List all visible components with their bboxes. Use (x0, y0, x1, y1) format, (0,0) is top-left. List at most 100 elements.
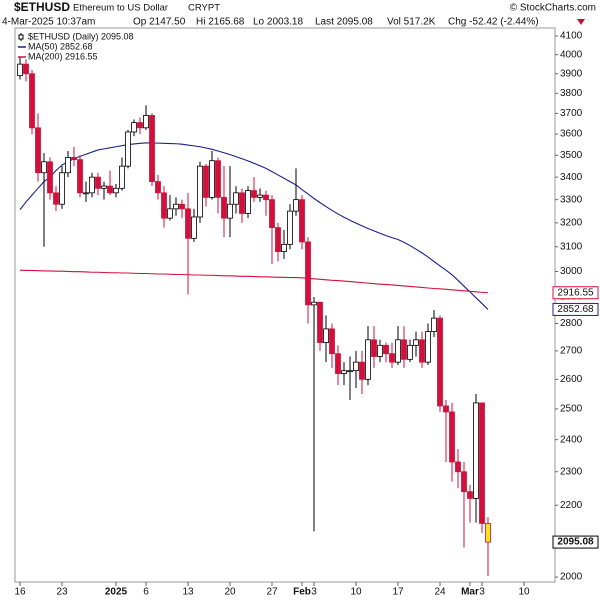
candle-body (479, 402, 485, 524)
y-tick-label: 2200 (560, 500, 583, 511)
y-tick-label: 3600 (560, 129, 583, 140)
y-tick-label: 3200 (560, 217, 583, 228)
candle-body (413, 339, 419, 346)
candle-body (41, 161, 47, 174)
candle-body (203, 165, 209, 198)
candle-body (461, 471, 467, 493)
legend-icon (18, 34, 24, 40)
candle-body (161, 192, 167, 219)
symbol: $ETHUSD (14, 0, 70, 14)
candle-body (395, 339, 401, 363)
x-tick-label: 17 (392, 587, 404, 598)
candle-body (89, 176, 95, 194)
candle-body (299, 199, 305, 243)
x-tick-label: 16 (14, 587, 26, 598)
x-tick-label: 6 (143, 587, 149, 598)
candle-body (311, 301, 317, 306)
legend-label: MA(200) 2916.55 (28, 51, 98, 61)
y-tick-label: 2500 (560, 404, 583, 415)
candle-body (113, 187, 119, 194)
x-tick-label: 13 (182, 587, 194, 598)
candle-body (71, 157, 77, 161)
candle-body (185, 208, 191, 239)
y-tick-label: 2400 (560, 434, 583, 445)
y-tick-label: 3700 (560, 108, 583, 119)
price-tag-box (552, 302, 599, 316)
candle-body (323, 328, 329, 343)
y-tick-label: 4000 (560, 49, 583, 60)
candle-body (341, 370, 347, 374)
candle-body (149, 115, 155, 182)
candle-body (209, 160, 215, 198)
y-tick-label: 3000 (560, 266, 583, 277)
candle-body (251, 190, 257, 198)
y-tick-label: 3900 (560, 68, 583, 79)
candle-body (293, 199, 299, 212)
candle-body (263, 194, 269, 201)
candle-body (431, 317, 437, 333)
candle-body (359, 361, 365, 380)
candle-body (455, 461, 461, 473)
candle-body (215, 160, 221, 198)
y-tick-label: 3400 (560, 172, 583, 183)
candle-body (245, 190, 251, 214)
down-arrow (577, 19, 585, 25)
candle-body (401, 339, 407, 360)
candle-body (77, 159, 83, 194)
candle-body (95, 176, 101, 189)
candle-body (155, 181, 161, 194)
quote-last: Last 2095.08 (315, 17, 373, 28)
y-tick-label: 3500 (560, 150, 583, 161)
candle-body (425, 331, 431, 363)
candle-body (347, 370, 353, 373)
candle-body (107, 185, 113, 194)
ma-line (19, 142, 489, 310)
plot-frame (14, 27, 556, 583)
candle-body (305, 241, 311, 306)
candle-body (119, 165, 125, 189)
y-tick-label: 2300 (560, 466, 583, 477)
quote-change: Chg -52.42 (-2.44%) (448, 17, 539, 28)
candle-body (353, 361, 359, 372)
candle-body (281, 243, 287, 253)
candle-body (227, 203, 233, 219)
y-tick-label: 2000 (560, 572, 583, 583)
candle-body (221, 196, 227, 219)
candle-body (239, 192, 245, 214)
price-tag: 2916.55 (557, 287, 594, 298)
x-tick-label: Feb (293, 587, 311, 598)
x-tick-label: 3 (311, 587, 317, 598)
candle-body (287, 210, 293, 245)
candle-body (257, 194, 263, 198)
price-tag: 2852.68 (557, 304, 594, 315)
candle-body (269, 199, 275, 228)
x-tick-label: 23 (56, 587, 68, 598)
candle-body (437, 317, 443, 407)
x-tick-label: 2025 (105, 587, 128, 598)
candle-body (173, 203, 179, 210)
candle-body (65, 157, 71, 174)
x-tick-label: 20 (224, 587, 236, 598)
candle-body (485, 523, 491, 543)
quote-high: Hi 2165.68 (196, 17, 245, 28)
y-tick-label: 2600 (560, 374, 583, 385)
candle-body (335, 353, 341, 374)
candle-body (407, 344, 413, 360)
candle-body (383, 344, 389, 355)
candle-body (473, 402, 479, 499)
price-tag-box (552, 535, 599, 549)
candle-body (53, 192, 59, 205)
candle-body (125, 131, 131, 167)
candle-body (197, 165, 203, 218)
y-tick-label: 2700 (560, 346, 583, 357)
candle-body (23, 63, 29, 75)
y-tick-label: 3300 (560, 194, 583, 205)
candle-body (317, 301, 323, 343)
quote-low: Lo 2003.18 (253, 17, 303, 28)
candle-body (389, 353, 395, 363)
x-tick-label: 10 (350, 587, 362, 598)
quote-volume: Vol 517.2K (387, 17, 436, 28)
candle-body (101, 185, 107, 189)
candle-body (449, 411, 455, 463)
quote-date: 4-Mar-2025 10:37am (2, 17, 95, 28)
